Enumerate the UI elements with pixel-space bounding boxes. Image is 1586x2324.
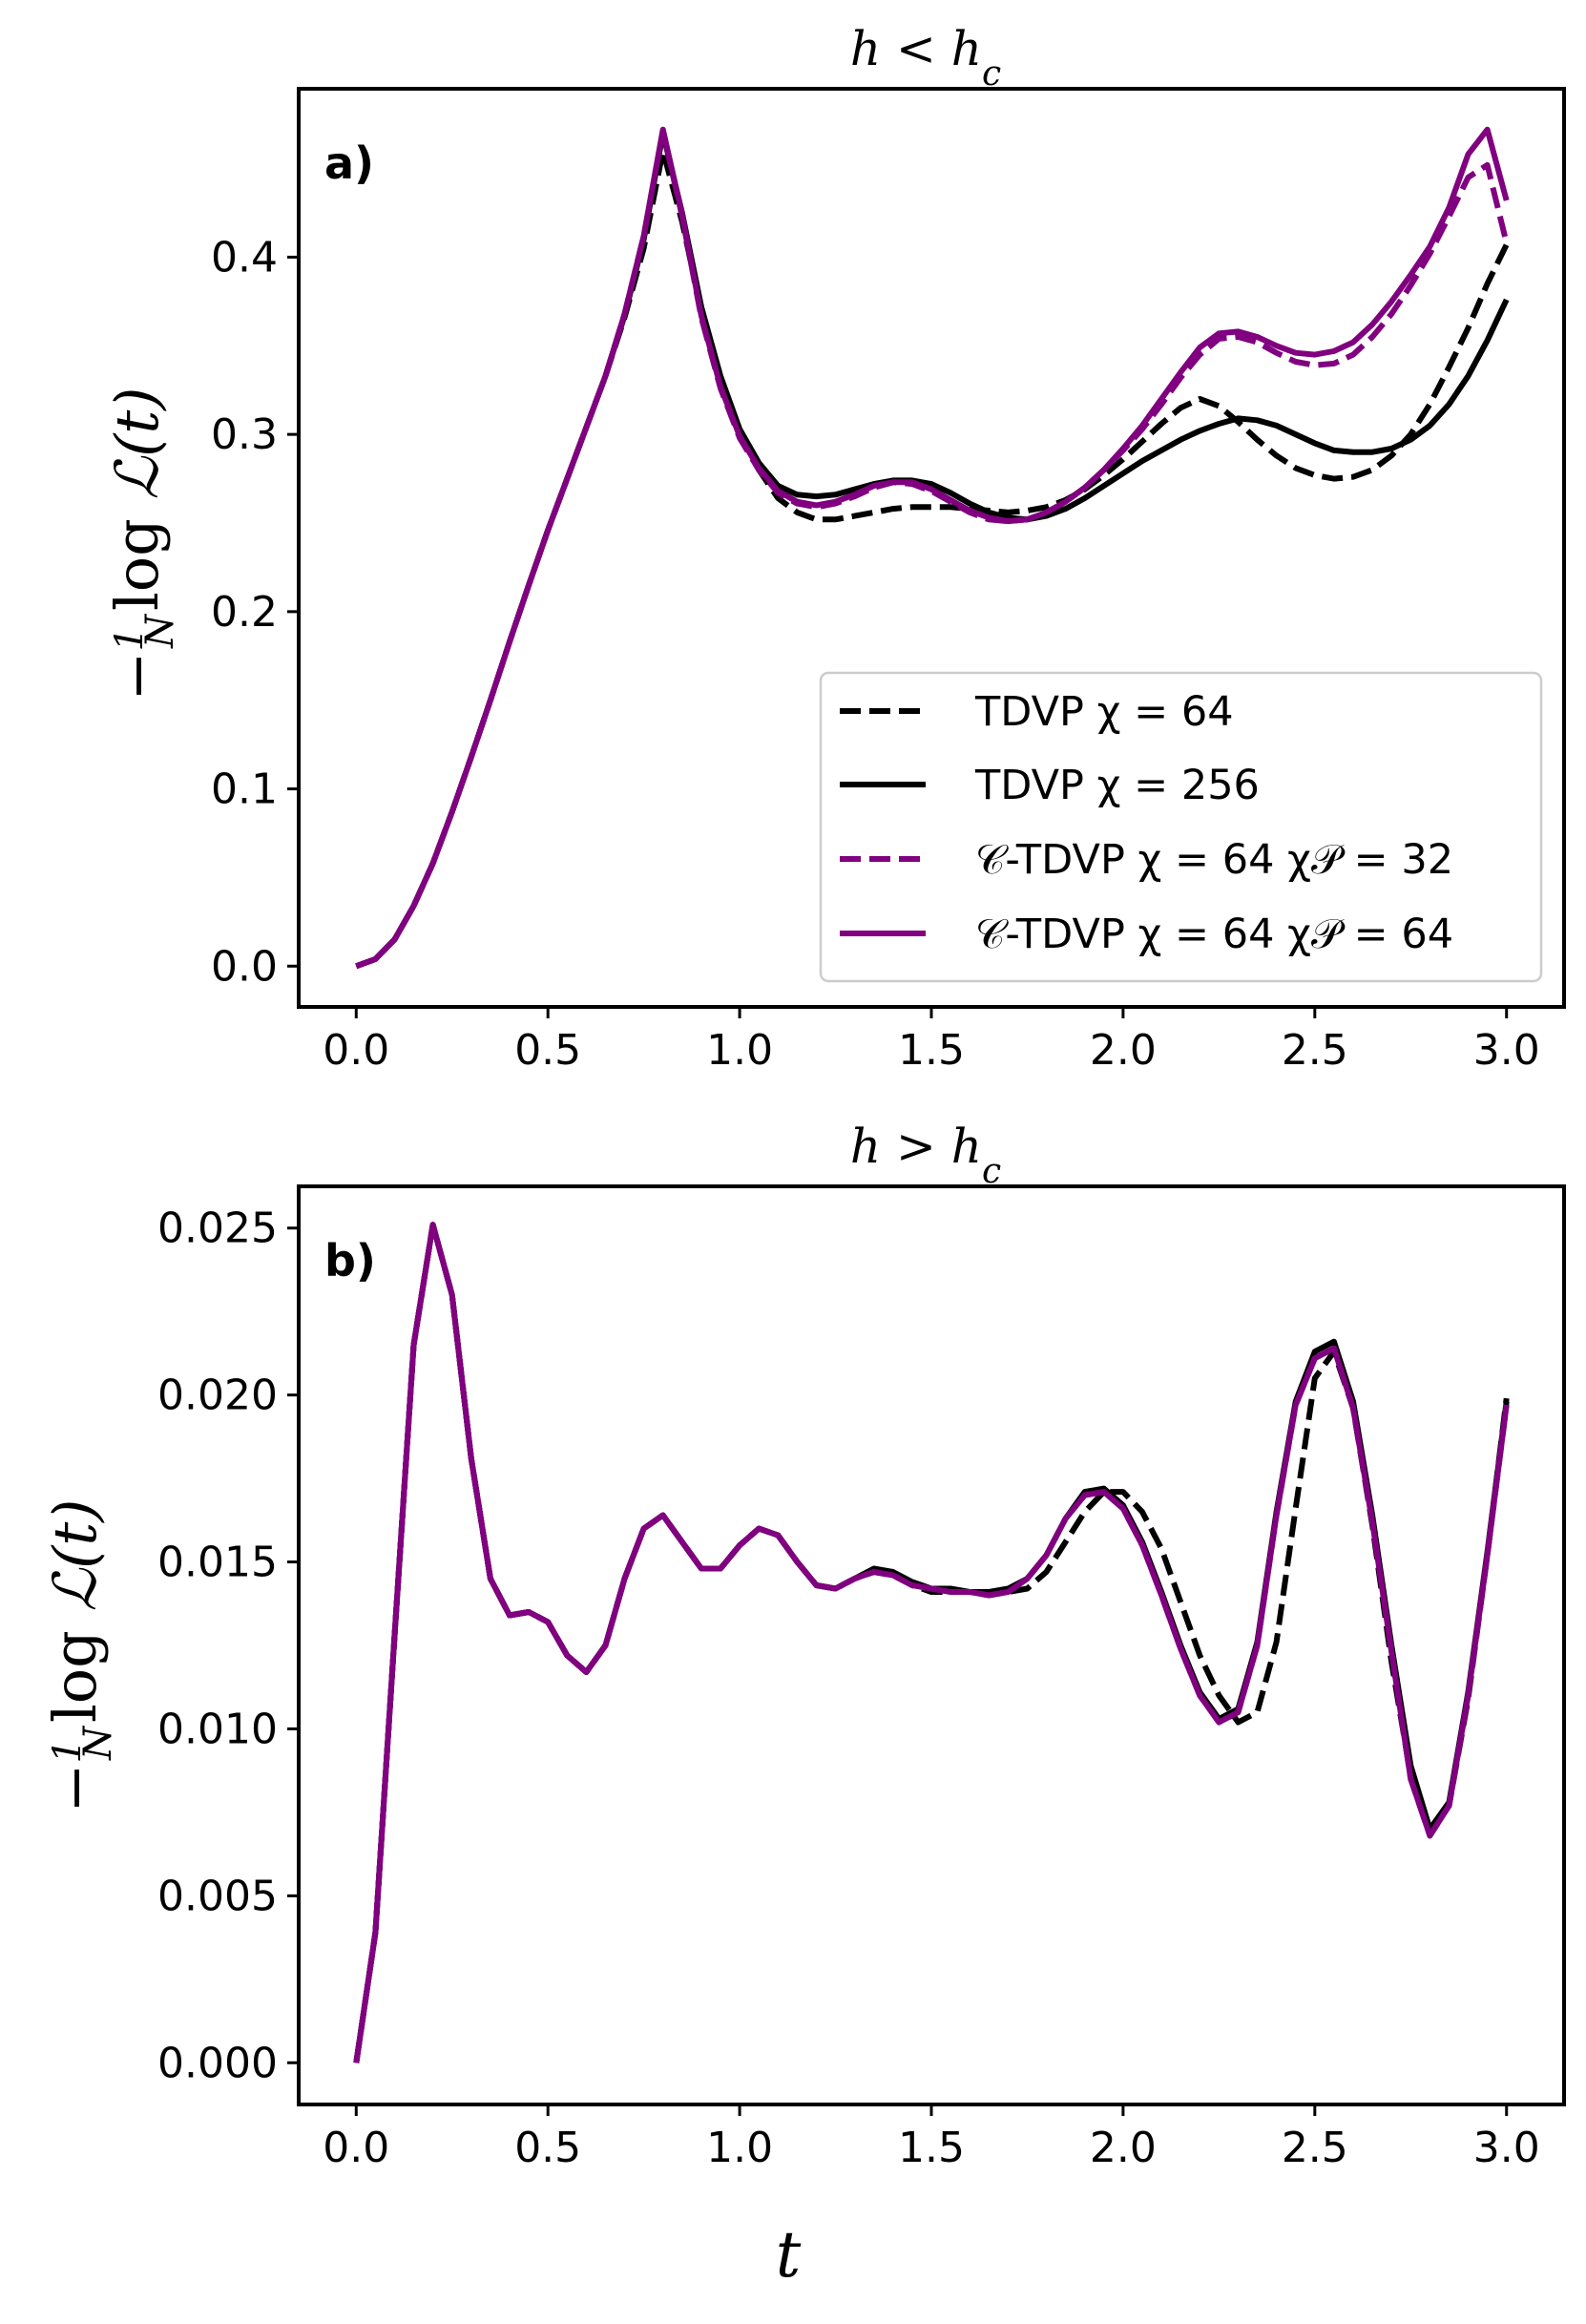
- panel-a-tag: a): [324, 137, 374, 189]
- legend-label-tdvp-64: TDVP χ = 64: [974, 688, 1234, 736]
- panel-b-tag: b): [324, 1235, 376, 1287]
- legend-label-tdvp-256: TDVP χ = 256: [974, 762, 1260, 809]
- legend-box: [819, 671, 1543, 983]
- x-tick-label: 0.0: [323, 2124, 389, 2172]
- panel-a-ticks: 0.0 0.5 1.0 1.5 2.0 2.5 3.0 0.0 0.1 0.2 0.3 0.4: [211, 233, 1540, 1075]
- panel-b-ylabel: −1Nlog ℒ(t): [40, 1499, 120, 1813]
- y-tick-label: 0.015: [157, 1539, 278, 1587]
- x-tick-label: 3.0: [1473, 1026, 1540, 1075]
- y-tick-label: 0.005: [157, 1872, 278, 1920]
- panel-a-legend: TDVP χ = 64 TDVP χ = 256 𝒞-TDVP χ = 64 χ…: [819, 671, 1543, 983]
- y-tick-label: 0.2: [211, 588, 278, 637]
- panel-a-ylabel: −1Nlog ℒ(t): [102, 387, 182, 701]
- series-line-b-3: [353, 1222, 1510, 2063]
- x-tick-label: 1.5: [898, 2124, 965, 2172]
- legend-label-ctdvp-32: 𝒞-TDVP χ = 64 χ𝒫 = 32: [975, 836, 1453, 884]
- y-tick-label: 0.010: [157, 1705, 278, 1753]
- y-tick-label: 0.3: [211, 410, 278, 459]
- x-tick-label: 3.0: [1473, 2124, 1540, 2172]
- x-tick-label: 1.0: [706, 2124, 773, 2172]
- y-tick-label: 0.0: [211, 942, 278, 991]
- x-tick-label: 0.0: [323, 1026, 389, 1075]
- y-tick-label: 0.4: [211, 233, 278, 282]
- series-line-a-3: [355, 126, 1510, 970]
- y-tick-label: 0.000: [157, 2039, 278, 2087]
- x-tick-label: 2.5: [1282, 1026, 1348, 1075]
- panel-b-ticks: 0.0 0.5 1.0 1.5 2.0 2.5 3.0 0.000 0.005 0.010 0.01…: [157, 1204, 1540, 2172]
- x-tick-label: 0.5: [514, 1026, 581, 1075]
- x-tick-label: 0.5: [514, 2124, 581, 2172]
- panel-b-xlabel: t: [776, 2218, 802, 2292]
- panel-a: h < hc 0.0 0.5 1.0 1.5 2.0 2.5 3.00.00.10.20.3…: [102, 21, 1566, 1075]
- x-tick-label: 1.0: [706, 1026, 773, 1075]
- x-tick-label: 2.5: [1282, 2124, 1348, 2172]
- y-tick-label: 0.025: [157, 1204, 278, 1253]
- x-tick-label: 1.5: [898, 1026, 965, 1075]
- panel-a-series: [355, 126, 1510, 970]
- y-tick-label: 0.020: [157, 1371, 278, 1420]
- x-tick-label: 2.0: [1090, 2124, 1157, 2172]
- x-tick-label: 2.0: [1090, 1026, 1157, 1075]
- panel-b: h > hc 0.0 0.5 1.0 1.5 2.0 2.5 3.00.0000.0050.…: [40, 1119, 1566, 2292]
- y-tick-label: 0.1: [211, 765, 278, 814]
- legend-label-ctdvp-64: 𝒞-TDVP χ = 64 χ𝒫 = 64: [975, 911, 1453, 958]
- panel-b-series: [353, 1222, 1510, 2063]
